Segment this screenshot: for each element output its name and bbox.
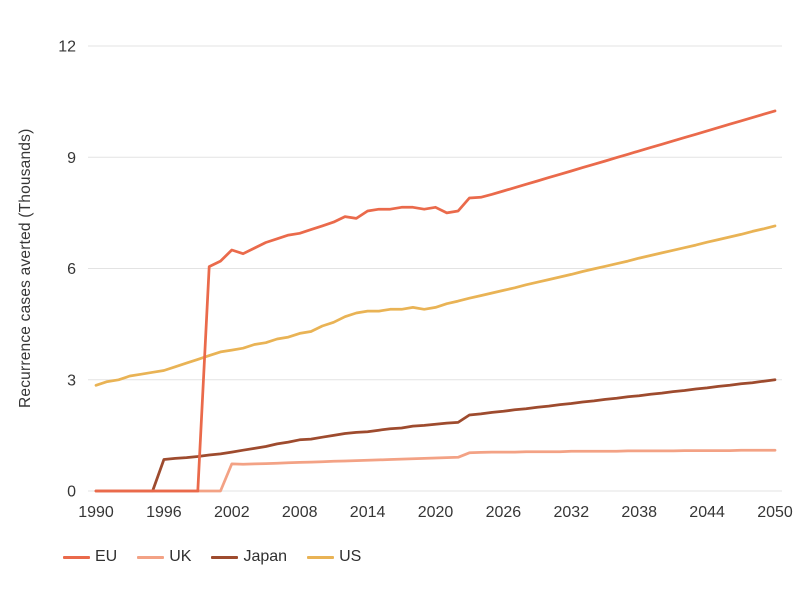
legend-label: US	[339, 548, 362, 565]
legend-item-eu: EU	[63, 547, 117, 567]
x-tick-label: 2038	[621, 504, 657, 521]
y-tick-label: 12	[58, 39, 76, 56]
x-tick-label: 2014	[350, 504, 386, 521]
series-line-us	[94, 224, 777, 387]
legend-marker-us	[307, 555, 335, 559]
series-line-uk	[94, 448, 777, 493]
x-tick-label: 1996	[146, 504, 182, 521]
legend-marker-uk	[137, 555, 165, 559]
y-tick-label: 6	[67, 261, 76, 278]
series-line-japan	[94, 378, 777, 493]
x-tick-label: 2044	[689, 504, 725, 521]
legend-label: Japan	[243, 548, 288, 565]
x-tick-label: 2002	[214, 504, 250, 521]
x-tick-label: 2008	[282, 504, 318, 521]
legend-marker-eu	[63, 555, 90, 559]
x-tick-label: 2026	[486, 504, 522, 521]
x-tick-label: 1990	[78, 504, 114, 521]
plot-area: 0 3 6 9 12 1990 1996 2002 2008 2014 2020 2026 2032 20…	[58, 39, 793, 522]
legend: EU UK Japan US	[63, 547, 361, 567]
legend-label: UK	[169, 548, 192, 565]
y-tick-label: 0	[67, 484, 76, 501]
legend-item-us: US	[307, 547, 361, 567]
x-tick-label: 2050	[757, 504, 793, 521]
series-line-eu	[94, 109, 777, 493]
x-tick-label: 2020	[418, 504, 454, 521]
y-tick-label: 3	[67, 372, 76, 389]
legend-marker-japan	[211, 555, 239, 559]
legend-item-uk: UK	[137, 547, 191, 567]
legend-item-japan: Japan	[211, 547, 287, 567]
x-tick-label: 2032	[554, 504, 590, 521]
legend-label: EU	[95, 548, 118, 565]
y-tick-label: 9	[67, 150, 76, 167]
